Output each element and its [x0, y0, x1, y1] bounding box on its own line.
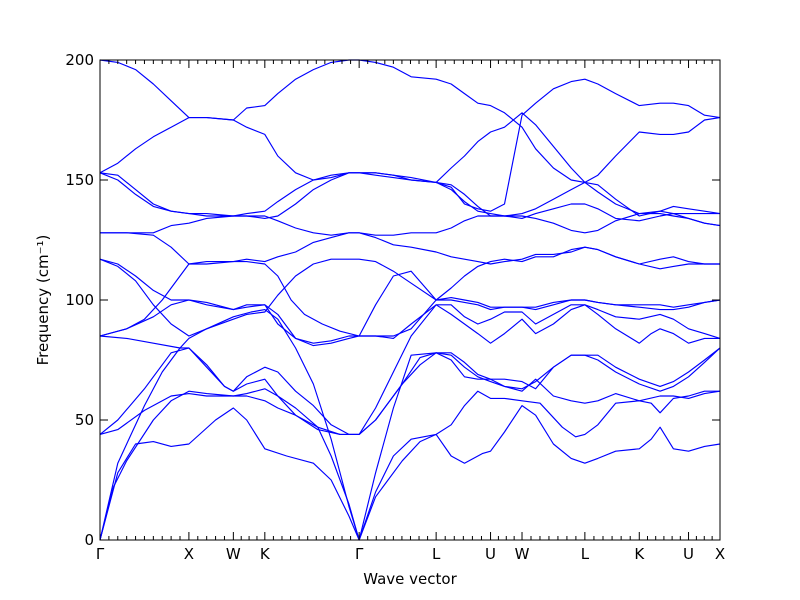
- x-tick-label-10: K: [634, 545, 645, 563]
- y-tick-label-100: 100: [65, 291, 94, 309]
- y-axis-label: Frequency (cm⁻¹): [34, 235, 52, 366]
- y-tick-label-150: 150: [65, 171, 94, 189]
- x-tick-label-2: X: [184, 545, 194, 563]
- band-line-16: [99, 59, 721, 227]
- band-line-17: [435, 78, 721, 212]
- x-tick-label-7: U: [485, 545, 496, 563]
- band-line-9: [99, 258, 721, 337]
- x-tick-label-12: X: [715, 545, 725, 563]
- x-tick-label-5: Γ: [355, 545, 364, 563]
- x-tick-label-1: Γ: [96, 545, 105, 563]
- y-tick-label-50: 50: [75, 411, 94, 429]
- band-lines: [99, 59, 721, 541]
- x-tick-label-6: L: [432, 545, 441, 563]
- band-line-14: [99, 172, 721, 217]
- x-tick-label-11: U: [683, 545, 694, 563]
- band-line-11: [100, 232, 720, 270]
- band-line-4: [99, 347, 721, 435]
- axis-ticks: 0 50 100 150 200 Γ X W K Γ L U W L K U X: [65, 51, 725, 563]
- x-tick-label-9: L: [581, 545, 590, 563]
- x-axis-label: Wave vector: [363, 570, 457, 588]
- y-tick-label-200: 200: [65, 51, 94, 69]
- x-tick-label-4: K: [260, 545, 271, 563]
- y-tick-label-0: 0: [84, 531, 94, 549]
- x-tick-label-3: W: [226, 545, 241, 563]
- plot-frame: [99, 59, 721, 541]
- band-line-2: [99, 388, 720, 541]
- x-tick-label-8: W: [515, 545, 530, 563]
